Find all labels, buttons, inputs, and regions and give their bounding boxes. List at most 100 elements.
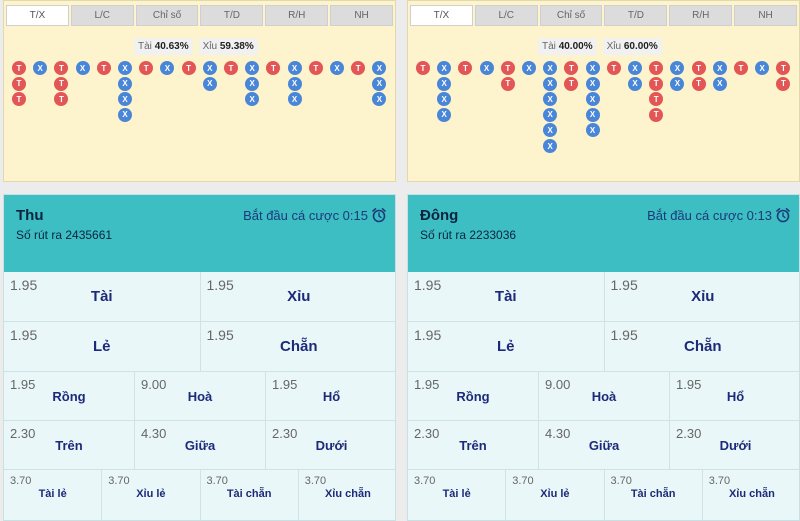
bet-odds: 4.30 [141, 426, 167, 441]
bet-option[interactable]: 1.95 Hổ [670, 372, 799, 421]
bead-xiu: X [437, 107, 452, 122]
bead-xiu: X [372, 61, 387, 75]
bet-option[interactable]: 9.00 Hoà [539, 372, 670, 421]
bead-tai: T [351, 61, 366, 75]
bet-option[interactable]: 1.95 Lẻ [408, 322, 605, 372]
bead-tai: T [500, 61, 515, 75]
tab-chi-so[interactable]: Chỉ số [539, 5, 603, 26]
room-name: Đông [420, 207, 459, 224]
betting-countdown: Bắt đầu cá cược 0:13 [647, 207, 791, 223]
bet-label: Hoà [591, 389, 617, 404]
bet-label: Giữa [588, 438, 620, 453]
bet-option[interactable]: 3.70 Tài chẵn [200, 470, 299, 520]
tab-nh[interactable]: NH [330, 5, 393, 26]
bet-option[interactable]: 4.30 Giữa [135, 421, 266, 470]
bead-tai: T [564, 61, 579, 75]
bead-xiu: X [585, 123, 600, 138]
bet-odds: 2.30 [414, 426, 440, 441]
draw-number: Số rút ra 2435661 [16, 228, 113, 242]
bet-label: Trên [459, 438, 487, 453]
bead-xiu: X [437, 76, 452, 91]
bead-xiu: X [712, 61, 727, 75]
bet-odds: 1.95 [10, 277, 38, 293]
bead-tai: T [96, 61, 111, 75]
bead-xiu: X [160, 61, 175, 75]
bet-option[interactable]: 3.70 Xỉu lẻ [102, 470, 201, 520]
bet-option[interactable]: 1.95 Chẵn [604, 322, 799, 372]
bet-label: Hổ [726, 389, 745, 404]
bet-option[interactable]: 3.70 Tài lẻ [4, 470, 103, 520]
bet-label: Tài [90, 288, 113, 305]
tab-lc[interactable]: L/C [70, 5, 134, 26]
bet-row: 1.95 Rồng 9.00 Hoà 1.95 Hổ [408, 372, 799, 421]
bead-xiu: X [543, 61, 558, 75]
bet-option[interactable]: 3.70 Tài chẵn [604, 470, 703, 520]
tab-td[interactable]: T/D [604, 5, 668, 26]
bet-label: Giữa [184, 438, 216, 453]
bet-option[interactable]: 4.30 Giữa [539, 421, 670, 470]
card-header: Thu Số rút ra 2435661 Bắt đầu cá cược 0:… [4, 195, 395, 272]
bet-odds: 3.70 [610, 475, 632, 487]
bet-label: Trên [55, 438, 83, 453]
bet-label: Chẵn [684, 338, 722, 355]
bet-option[interactable]: 1.95 Tài [4, 272, 201, 322]
bead-tai: T [649, 107, 664, 122]
bet-option[interactable]: 1.95 Rồng [4, 372, 135, 421]
bead-tai: T [649, 61, 664, 75]
bet-option[interactable]: 1.95 Xỉu [604, 272, 799, 322]
bet-option[interactable]: 2.30 Dưới [670, 421, 799, 470]
bead-xiu: X [372, 76, 387, 91]
bet-option[interactable]: 1.95 Lẻ [4, 322, 201, 372]
tab-tx[interactable]: T/X [6, 5, 69, 26]
bet-option[interactable]: 2.30 Trên [4, 421, 135, 470]
bead-xiu: X [287, 92, 302, 107]
bet-label: Xỉu [691, 288, 715, 305]
bead-tai: T [649, 92, 664, 107]
tab-tx[interactable]: T/X [410, 5, 473, 26]
tab-nh[interactable]: NH [734, 5, 797, 26]
bet-option[interactable]: 9.00 Hoà [135, 372, 266, 421]
ratio-summary: Tài 40.63% Xỉu 59.38% [134, 38, 258, 55]
countdown-text: Bắt đầu cá cược 0:15 [243, 207, 368, 223]
bet-option[interactable]: 3.70 Xỉu lẻ [506, 470, 605, 520]
bet-option[interactable]: 1.95 Xỉu [200, 272, 395, 322]
bead-tai: T [649, 76, 664, 91]
bet-option[interactable]: 3.70 Xỉu chẵn [298, 470, 395, 520]
bead-xiu: X [543, 139, 558, 153]
bead-xiu: X [118, 107, 132, 122]
bet-odds: 3.70 [512, 475, 534, 487]
bet-option[interactable]: 1.95 Hổ [266, 372, 395, 421]
tab-lc[interactable]: L/C [474, 5, 538, 26]
bet-odds: 1.95 [414, 377, 440, 392]
bead-tai: T [181, 61, 196, 75]
bet-option[interactable]: 3.70 Xỉu chẵn [702, 470, 799, 520]
tab-rh[interactable]: R/H [265, 5, 329, 26]
bet-option[interactable]: 1.95 Chẵn [200, 322, 395, 372]
bead-tai: T [500, 76, 515, 91]
betting-countdown: Bắt đầu cá cược 0:15 [243, 207, 387, 223]
bead-xiu: X [628, 61, 642, 75]
tab-chi-so[interactable]: Chỉ số [135, 5, 199, 26]
bead-tai: T [54, 61, 69, 75]
bet-label: Tài lẻ [38, 488, 67, 500]
bet-label: Dưới [719, 438, 752, 453]
bet-option[interactable]: 1.95 Rồng [408, 372, 539, 421]
bet-option[interactable]: 2.30 Trên [408, 421, 539, 470]
bead-tai: T [139, 61, 154, 75]
bet-label: Tài [494, 288, 517, 305]
tab-td[interactable]: T/D [200, 5, 264, 26]
bet-option[interactable]: 2.30 Dưới [266, 421, 395, 470]
bet-odds: 4.30 [545, 426, 571, 441]
bet-row: 1.95 Lẻ 1.95 Chẵn [4, 322, 395, 372]
roadmap-tabs: T/X L/C Chỉ số T/D R/H NH [408, 1, 799, 29]
bet-odds: 3.70 [108, 475, 130, 487]
bead-tai: T [224, 61, 238, 75]
bead-xiu: X [543, 92, 558, 107]
bet-option[interactable]: 1.95 Tài [408, 272, 605, 322]
bead-xiu: X [437, 92, 452, 107]
tab-rh[interactable]: R/H [669, 5, 733, 26]
bet-option[interactable]: 3.70 Tài lẻ [408, 470, 507, 520]
bead-tai: T [12, 92, 26, 107]
bead-xiu: X [202, 61, 217, 75]
